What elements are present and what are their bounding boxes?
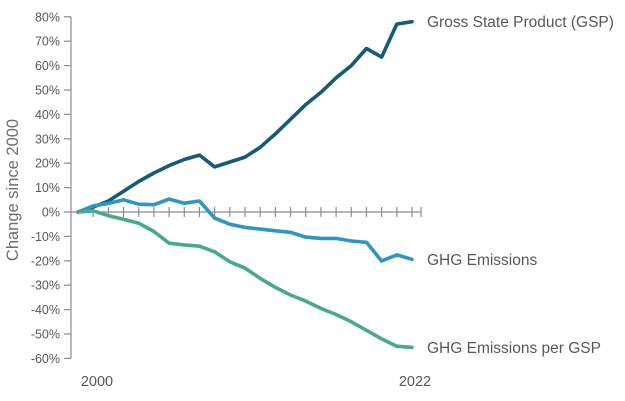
y-tick-label: 80% <box>35 10 60 24</box>
series-line <box>76 197 414 263</box>
y-tick-label: 70% <box>35 35 60 49</box>
series-label: GHG Emissions <box>427 252 537 269</box>
y-tick-label: -40% <box>31 303 60 317</box>
y-axis: 80% 70% 60% 50% 40% 30% 20% 10% 0% -10% -20% -30% -4… <box>31 10 72 366</box>
y-tick-label: -50% <box>31 328 60 342</box>
series-line <box>76 19 414 214</box>
y-tick-label: 10% <box>35 181 60 195</box>
y-tick-label: 30% <box>35 132 60 146</box>
series-label: Gross State Product (GSP) <box>427 14 614 31</box>
x-axis: 2000 2022 <box>71 207 431 390</box>
series-lines <box>76 19 414 350</box>
y-tick-label: -30% <box>31 279 60 293</box>
x-tick-label: 2000 <box>81 374 113 390</box>
y-tick-label: -20% <box>31 254 60 268</box>
y-axis-title: Change since 2000 <box>4 119 22 261</box>
series-labels: Gross State Product (GSP) GHG Emissions GH… <box>427 14 614 357</box>
series-label: GHG Emissions per GSP <box>427 340 601 357</box>
y-tick-label: -10% <box>31 230 60 244</box>
y-tick-label: -60% <box>31 352 60 366</box>
y-tick-label: 50% <box>35 84 60 98</box>
y-tick-label: 60% <box>35 59 60 73</box>
series-line <box>76 209 414 350</box>
y-tick-label: 0% <box>42 206 60 220</box>
x-tick-label: 2022 <box>399 374 431 390</box>
y-tick-label: 20% <box>35 157 60 171</box>
y-tick-label: 40% <box>35 108 60 122</box>
